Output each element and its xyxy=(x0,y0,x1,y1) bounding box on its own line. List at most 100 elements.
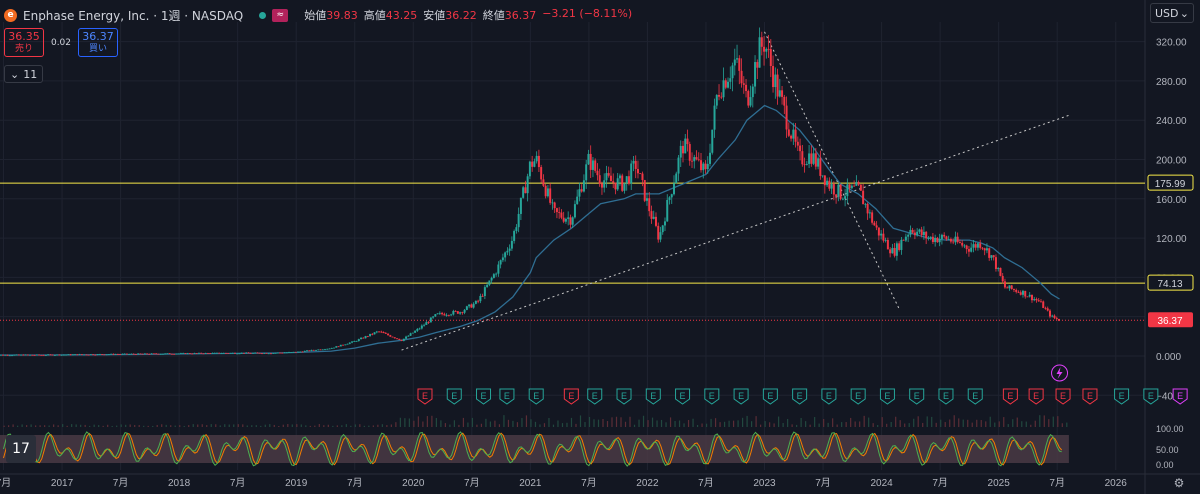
candle xyxy=(900,239,903,250)
earnings-badge-label: E xyxy=(1119,391,1125,401)
volume-bar xyxy=(48,425,50,427)
candle xyxy=(411,332,414,334)
candle xyxy=(560,212,563,218)
volume-bar xyxy=(462,417,465,427)
candle xyxy=(143,353,146,355)
volume-bar xyxy=(854,421,856,427)
candle xyxy=(258,352,261,354)
volume-bar xyxy=(818,423,820,427)
volume-bar xyxy=(534,421,537,427)
candle xyxy=(625,176,628,184)
candle xyxy=(994,257,997,269)
volume-bar xyxy=(881,417,883,427)
candle xyxy=(891,247,894,254)
candle xyxy=(663,221,666,226)
volume-bar xyxy=(233,424,235,427)
candle xyxy=(709,152,712,164)
x-tick-label: 7月 xyxy=(0,477,11,489)
volume-bar xyxy=(678,420,681,427)
volume-bar xyxy=(138,425,140,427)
volume-bar xyxy=(426,416,428,427)
candle xyxy=(134,354,137,355)
candle xyxy=(452,310,455,315)
volume-bar xyxy=(521,418,523,427)
volume-bar xyxy=(629,416,631,427)
volume-bar xyxy=(251,425,253,427)
candle xyxy=(371,333,374,335)
volume-bar xyxy=(372,425,374,427)
candle xyxy=(432,316,435,318)
earnings-badge-label: E xyxy=(709,391,715,401)
earnings-badge xyxy=(821,388,837,405)
volume-bar xyxy=(1034,420,1036,427)
volume-bar xyxy=(953,415,955,427)
candle xyxy=(627,176,630,184)
candle xyxy=(465,306,468,310)
volume-bar xyxy=(1012,419,1014,427)
sell-button[interactable]: 36.35 売り xyxy=(4,28,44,57)
candle xyxy=(461,312,464,314)
candle xyxy=(706,163,709,170)
ohlc-label: 安値 xyxy=(423,9,446,22)
x-tick-label: 7月 xyxy=(581,477,597,489)
candle xyxy=(254,352,257,354)
currency-select[interactable]: USD ⌄ xyxy=(1150,3,1194,23)
volume-bar xyxy=(408,418,410,427)
symbol-logo: e xyxy=(4,8,17,22)
candle xyxy=(1003,281,1006,288)
candle xyxy=(582,180,585,192)
volume-bar xyxy=(584,422,586,427)
candle xyxy=(80,354,83,356)
candle xyxy=(416,328,419,331)
candle xyxy=(823,175,826,186)
candle xyxy=(483,287,486,297)
candle xyxy=(256,352,259,354)
candle xyxy=(396,338,399,340)
wave-icon[interactable]: ≈ xyxy=(272,8,289,22)
candle xyxy=(988,248,991,258)
candle xyxy=(792,129,795,139)
volume-bar xyxy=(287,424,289,427)
volume-bar xyxy=(345,424,347,427)
volume-bar xyxy=(890,421,892,427)
earnings-badge-label: E xyxy=(855,391,861,401)
candle xyxy=(418,328,421,330)
candle xyxy=(1021,290,1024,295)
volume-bar xyxy=(971,422,973,427)
candle xyxy=(125,353,128,355)
candle xyxy=(745,84,748,91)
candle xyxy=(976,243,979,248)
ohlc-value: 43.25 xyxy=(385,9,418,22)
volume-bar xyxy=(755,416,757,427)
candle xyxy=(69,354,72,356)
volume-bar xyxy=(841,422,843,427)
volume-bar xyxy=(602,419,604,427)
volume-bar xyxy=(750,421,753,427)
candle xyxy=(479,295,482,302)
candle xyxy=(155,353,158,355)
gear-icon[interactable]: ⚙ xyxy=(1173,476,1185,490)
y-tick-label: 200.00 xyxy=(1156,156,1187,167)
earnings-badge xyxy=(850,388,866,405)
sell-label: 売り xyxy=(14,43,33,54)
candle xyxy=(519,197,522,214)
candle xyxy=(596,170,599,176)
candle xyxy=(1048,310,1051,317)
buy-button[interactable]: 36.37 買い xyxy=(78,28,118,57)
volume-bar xyxy=(913,418,915,427)
volume-bar xyxy=(620,417,622,427)
oscillator-logo-icon[interactable]: 17 xyxy=(6,435,36,463)
indicator-collapse-button[interactable]: ⌄ 11 xyxy=(4,65,44,83)
candle xyxy=(233,352,236,354)
volume-bar xyxy=(741,417,744,427)
candle xyxy=(4,354,7,356)
symbol-title[interactable]: Enphase Energy, Inc. · 1週 · NASDAQ xyxy=(23,8,244,23)
volume-bar xyxy=(242,424,244,427)
candle xyxy=(600,183,603,188)
volume-bar xyxy=(422,421,424,427)
candle xyxy=(830,184,833,189)
volume-bar xyxy=(404,418,406,427)
candle xyxy=(549,188,552,203)
volume-bar xyxy=(525,415,528,427)
